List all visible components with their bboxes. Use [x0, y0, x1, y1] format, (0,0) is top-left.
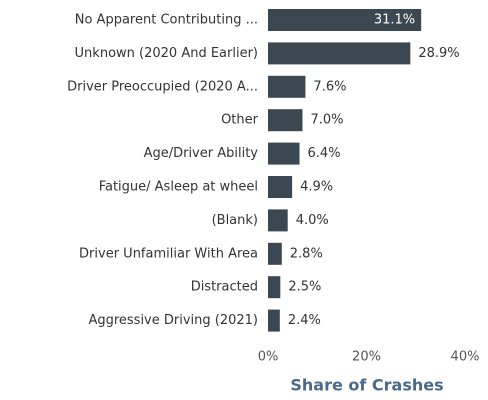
y-tick-label: Other	[221, 113, 259, 128]
data-label: 4.9%	[300, 180, 333, 195]
y-tick-label: Fatigue/ Asleep at wheel	[99, 180, 258, 195]
bar	[268, 176, 293, 198]
bar	[268, 309, 280, 332]
bar	[268, 242, 282, 265]
x-axis-title: Share of Crashes	[290, 376, 443, 395]
bar	[268, 209, 288, 232]
x-tick-label: 0%	[258, 350, 279, 365]
data-label: 31.1%	[374, 13, 415, 28]
bar	[268, 142, 300, 165]
bar	[268, 75, 306, 98]
bar	[268, 42, 411, 65]
y-tick-label: No Apparent Contributing ...	[75, 13, 258, 28]
data-label: 6.4%	[308, 146, 341, 161]
data-label: 2.5%	[288, 280, 321, 295]
data-label: 28.9%	[418, 46, 459, 61]
bar	[268, 109, 303, 132]
y-tick-label: (Blank)	[212, 213, 258, 228]
y-tick-label: Driver Preoccupied (2020 A...	[67, 79, 258, 94]
y-tick-label: Distracted	[191, 280, 258, 295]
y-tick-label: Aggressive Driving (2021)	[88, 313, 258, 328]
data-label: 7.0%	[310, 113, 343, 128]
bar	[268, 9, 422, 31]
y-tick-label: Age/Driver Ability	[144, 146, 259, 161]
data-label: 4.0%	[296, 213, 329, 228]
x-tick-label: 20%	[352, 350, 381, 365]
data-label: 2.8%	[290, 246, 323, 261]
bar	[268, 276, 281, 299]
x-tick-label: 40%	[451, 350, 480, 365]
y-tick-label: Driver Unfamiliar With Area	[79, 246, 258, 261]
data-label: 2.4%	[288, 313, 321, 328]
y-tick-label: Unknown (2020 And Earlier)	[75, 46, 258, 61]
data-label: 7.6%	[313, 79, 346, 94]
